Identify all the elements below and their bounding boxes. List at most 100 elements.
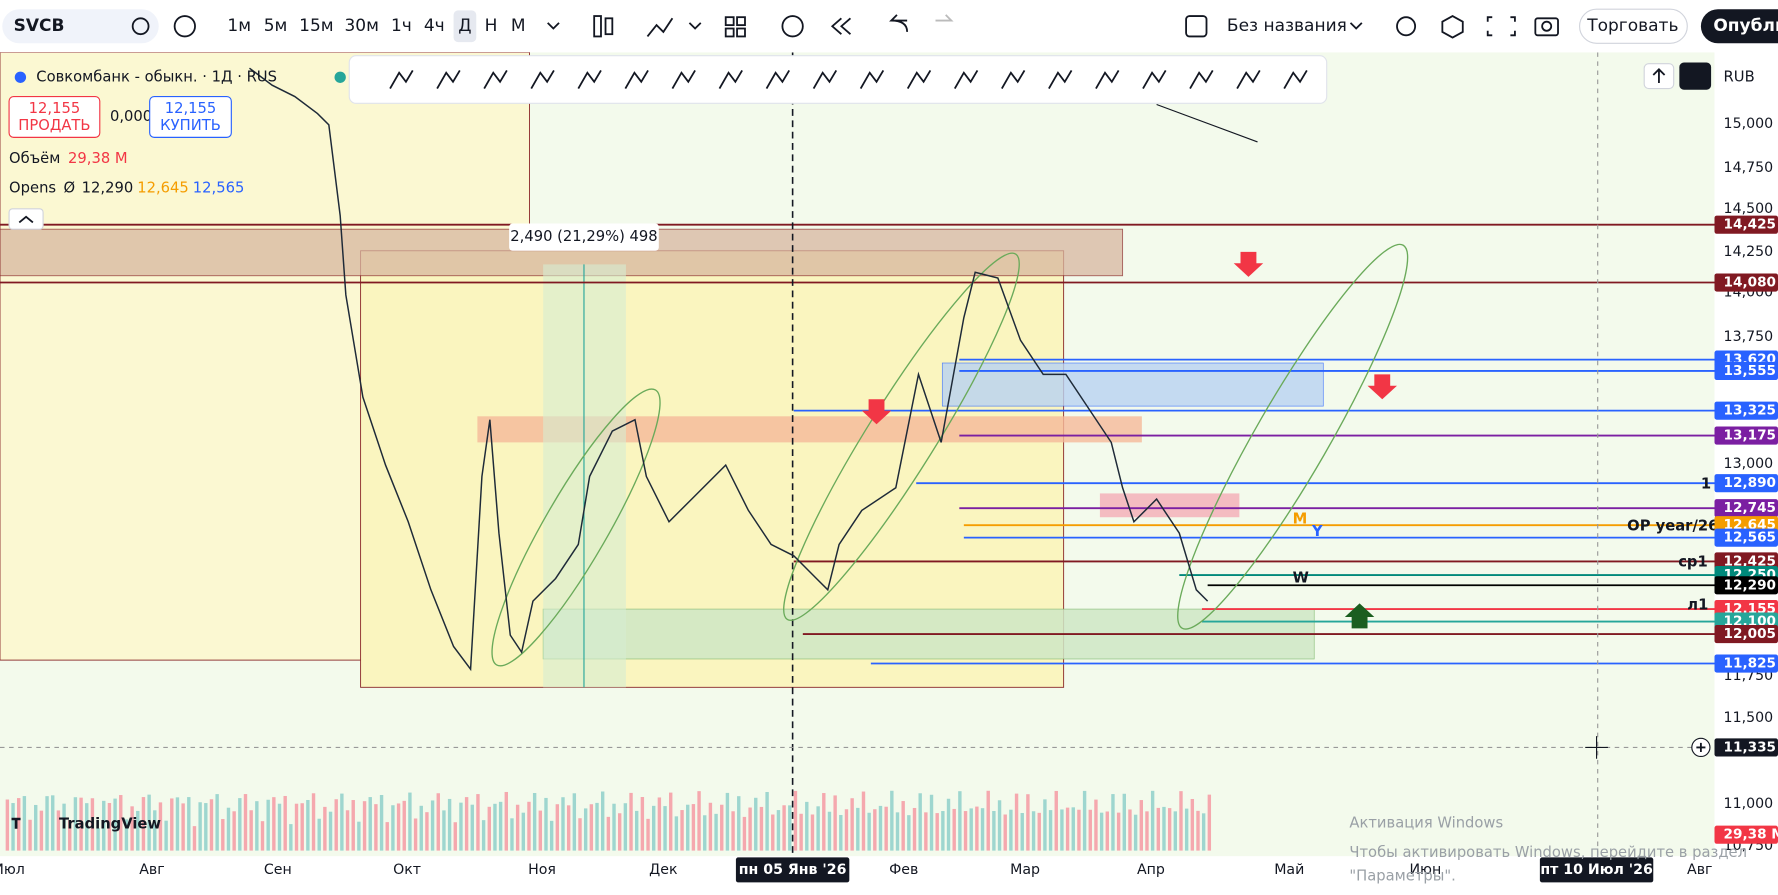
interval[interactable]: Н <box>485 16 498 36</box>
volume-bar <box>34 804 38 851</box>
volume-bar <box>396 803 401 851</box>
tool-icon[interactable] <box>1142 70 1167 90</box>
volume-bar <box>980 808 985 851</box>
tool-icon[interactable] <box>1048 70 1073 90</box>
volume-bar <box>447 798 452 851</box>
volume-bar <box>578 818 582 851</box>
sell-price[interactable]: 12,155 <box>29 100 81 117</box>
volume-bar <box>703 815 707 851</box>
volume-bar <box>515 804 520 851</box>
drawing-tools[interactable] <box>389 70 1308 90</box>
volume-bar <box>623 803 628 851</box>
tool-icon[interactable] <box>906 70 932 90</box>
sell-label[interactable]: ПРОДАТЬ <box>18 117 90 134</box>
tool-icon[interactable] <box>530 70 555 90</box>
tool-icon[interactable] <box>859 70 885 90</box>
icon[interactable] <box>131 17 150 36</box>
measure-label: 2,490 (21,29%) 498 <box>510 228 657 245</box>
volume-bar <box>1060 809 1064 851</box>
tool-icon[interactable] <box>1283 70 1308 90</box>
volume-bar <box>867 812 871 851</box>
tool-icon[interactable] <box>718 70 743 90</box>
interval[interactable]: 15м <box>299 16 333 36</box>
interval[interactable]: Д <box>458 16 471 36</box>
volume-bar <box>583 808 588 851</box>
tool-icon[interactable] <box>953 70 979 90</box>
volume-bar <box>459 802 463 851</box>
price-badge-label: 12,565 <box>1724 530 1776 546</box>
sell-button[interactable] <box>8 95 101 138</box>
time-labels: Июл Авг Сен Окт Ноя Дек пн 05 Янв '26 Фев Мар Апр… <box>0 857 1712 883</box>
volume-bar <box>561 797 565 851</box>
buy-price[interactable]: 12,155 <box>165 100 217 117</box>
volume-bar <box>612 803 616 851</box>
plus-icon[interactable] <box>1696 742 1706 752</box>
trade-label[interactable]: Торговать <box>1586 16 1678 36</box>
volume-bar <box>538 810 543 851</box>
tool-icon[interactable] <box>1001 70 1026 90</box>
volume-bar <box>1099 812 1104 851</box>
volume-bar <box>153 810 157 851</box>
add-symbol[interactable] <box>173 15 196 38</box>
status <box>334 71 346 83</box>
price-scale <box>1714 52 1778 857</box>
volume-bar <box>805 801 809 851</box>
volume-bar <box>1162 806 1166 851</box>
symbol[interactable]: SVCB <box>14 16 65 36</box>
volume-bar <box>493 803 497 851</box>
tool-icon[interactable] <box>812 70 838 90</box>
watermark-text: Чтобы активировать Windows, перейдите в … <box>1349 844 1747 861</box>
volume-bar <box>1088 809 1092 851</box>
buy-button[interactable] <box>149 95 232 138</box>
price-badge <box>1714 528 1778 547</box>
tool-icon[interactable] <box>577 70 602 90</box>
icon[interactable] <box>1652 68 1666 83</box>
line-label: л1 <box>1687 597 1708 614</box>
symbol-search[interactable] <box>2 9 159 44</box>
currency[interactable]: RUB <box>1724 68 1755 85</box>
price-label: 13,750 <box>1724 329 1774 345</box>
volume-bar <box>317 818 321 851</box>
interval[interactable]: М <box>511 16 526 36</box>
tool-icon[interactable] <box>483 70 508 90</box>
publish-button[interactable] <box>1700 9 1778 44</box>
volume-bar <box>1150 790 1155 851</box>
collapse-icon[interactable] <box>18 215 34 224</box>
interval[interactable]: 1ч <box>391 16 412 36</box>
publish-label[interactable]: Опубли <box>1713 16 1778 36</box>
collapse[interactable] <box>8 208 44 230</box>
price-badge <box>1714 426 1778 445</box>
volume-bar <box>669 792 673 851</box>
price-badge-label: 12,005 <box>1724 626 1776 642</box>
tool-icon[interactable] <box>389 70 414 90</box>
tool-icon[interactable] <box>436 70 461 90</box>
tool-icon[interactable] <box>765 70 790 90</box>
tool-icon[interactable] <box>1095 70 1120 90</box>
time-label: Окт <box>393 862 421 878</box>
interval[interactable]: 1м <box>227 16 251 36</box>
volume-bar <box>708 802 713 851</box>
volume-bar <box>45 796 49 851</box>
volume-bar <box>328 811 333 851</box>
layout-name[interactable]: Без названия <box>1227 16 1347 36</box>
price-badge <box>1714 361 1778 381</box>
tool-icon[interactable] <box>1189 70 1214 90</box>
tool-icon[interactable] <box>1236 70 1261 90</box>
trade-button[interactable] <box>1578 8 1688 44</box>
tool-icon[interactable] <box>671 70 696 90</box>
interval[interactable]: 5м <box>264 16 288 36</box>
price-badge <box>1714 624 1778 644</box>
interval[interactable]: 30м <box>344 16 378 36</box>
buy-label[interactable]: КУПИТЬ <box>160 117 221 134</box>
volume-bar <box>958 791 962 851</box>
button[interactable] <box>1679 62 1712 90</box>
toolbar-icons[interactable] <box>547 14 1559 39</box>
volume-bar <box>844 809 849 851</box>
volume-bar <box>107 802 112 851</box>
tool-icon[interactable] <box>624 70 649 90</box>
volume-bar <box>663 806 667 851</box>
volume-bar <box>657 797 662 851</box>
interval[interactable]: 4ч <box>424 16 445 36</box>
price-label: 11,500 <box>1724 710 1774 726</box>
volume-bar <box>1026 794 1030 851</box>
